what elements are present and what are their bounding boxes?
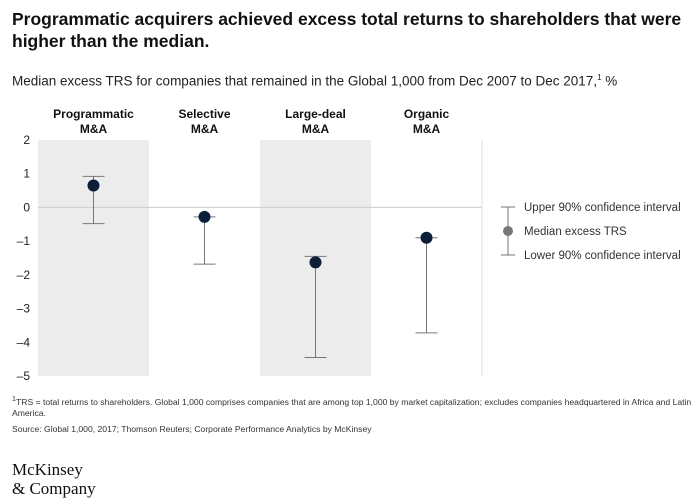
y-tick-label: 2 (23, 133, 30, 147)
y-tick-label: –5 (17, 369, 31, 383)
y-tick-label: –4 (17, 335, 31, 349)
excess-trs-chart: 210–1–2–3–4–5ProgrammaticM&ASelectiveM&A… (17, 107, 681, 383)
y-tick-label: –1 (17, 234, 31, 248)
chart-title: Programmatic acquirers achieved excess t… (12, 9, 682, 51)
median-dot (198, 210, 211, 223)
chart-subtitle: Median excess TRS for companies that rem… (12, 73, 692, 89)
footnote-text: TRS = total returns to shareholders. Glo… (12, 396, 692, 418)
y-tick-label: –3 (17, 302, 31, 316)
category-label-line1: Programmatic (53, 107, 134, 121)
category-label-line2: M&A (302, 122, 330, 136)
footnote-mark: 1 (12, 395, 16, 403)
category-label-line1: Organic (404, 107, 450, 121)
legend-median-dot (503, 226, 513, 236)
y-tick-label: 1 (23, 167, 30, 181)
category-label-line1: Selective (178, 107, 230, 121)
category-label-line2: M&A (413, 122, 441, 136)
source-note: Source: Global 1,000, 2017; Thomson Reut… (12, 424, 372, 434)
legend-lower-label: Lower 90% confidence interval (524, 250, 681, 262)
subtitle-unit: % (601, 73, 618, 89)
subtitle-text: Median excess TRS for companies that rem… (12, 73, 598, 89)
mckinsey-logo: McKinsey & Company (12, 460, 96, 498)
column-shade-1 (38, 140, 149, 376)
logo-line-1: McKinsey (12, 460, 83, 479)
median-dot (87, 179, 100, 192)
category-label-line1: Large-deal (285, 107, 346, 121)
logo-line-2: & Company (12, 479, 96, 498)
category-label-line2: M&A (80, 122, 108, 136)
median-dot (420, 231, 433, 244)
y-tick-label: 0 (23, 200, 30, 214)
legend-median-label: Median excess TRS (524, 226, 627, 238)
legend-upper-label: Upper 90% confidence interval (524, 202, 681, 214)
category-label-line2: M&A (191, 122, 219, 136)
y-tick-label: –2 (17, 268, 31, 282)
median-dot (309, 256, 322, 269)
footnote: 1TRS = total returns to shareholders. Gl… (12, 394, 692, 419)
subtitle-footnote-mark: 1 (597, 73, 602, 82)
